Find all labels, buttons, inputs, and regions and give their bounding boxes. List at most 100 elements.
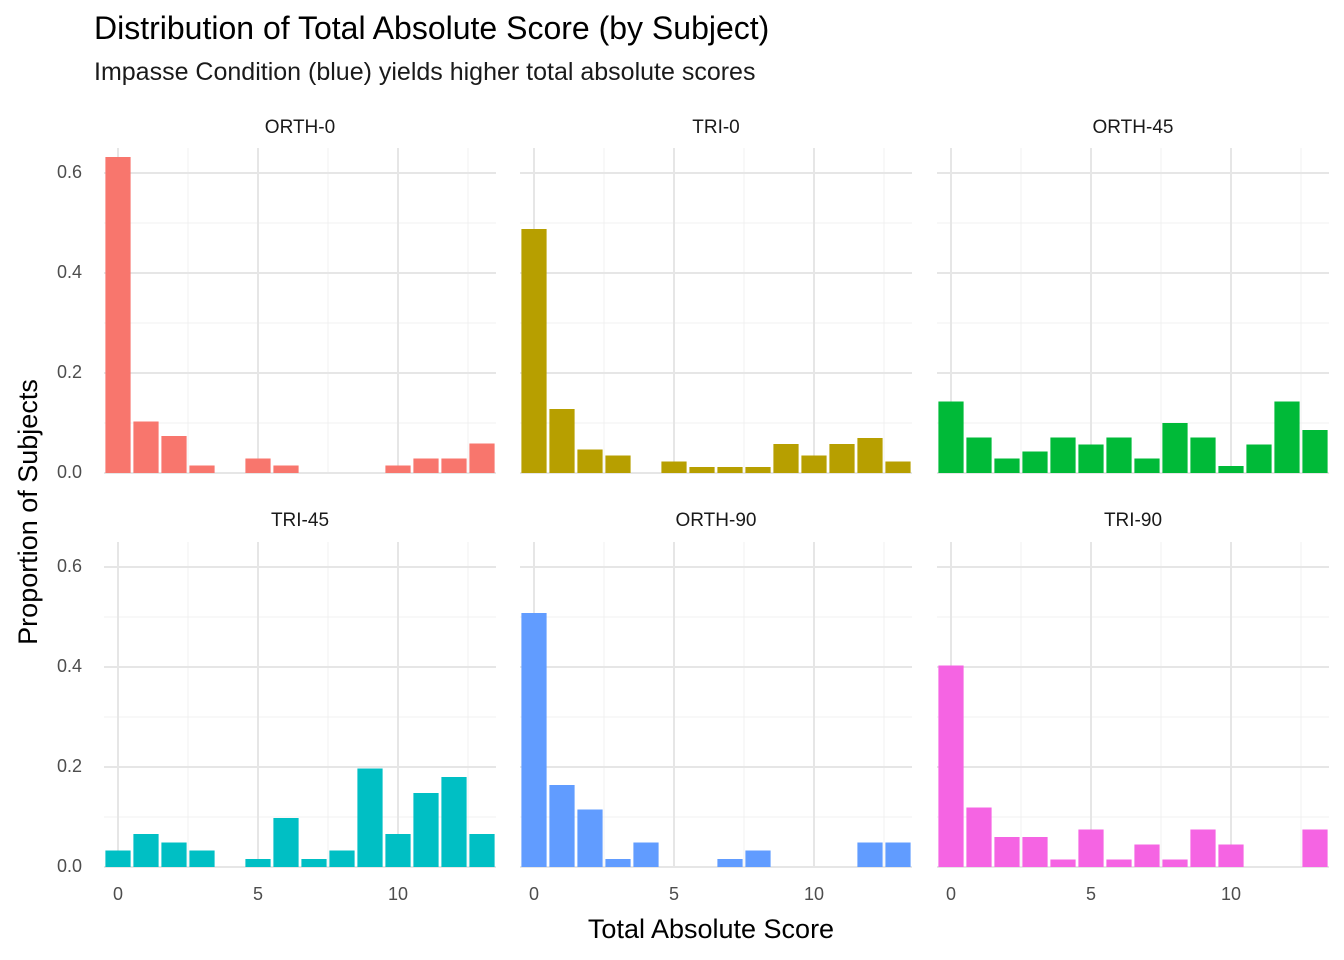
facet-strip-label: TRI-0 — [692, 117, 740, 138]
x-tick-label: 10 — [804, 884, 824, 904]
bar-orth-45-x11 — [1246, 444, 1272, 473]
bar-tri-0-x9 — [773, 444, 799, 473]
bar-orth-90-x1 — [549, 785, 575, 867]
bar-orth-0-x0 — [105, 157, 131, 473]
bar-orth-0-x12 — [441, 458, 467, 473]
bar-tri-45-x6 — [273, 818, 299, 867]
y-tick-label: 0.6 — [57, 162, 82, 182]
bar-tri-0-x3 — [605, 455, 631, 473]
bar-tri-0-x13 — [885, 461, 911, 473]
bar-tri-0-x0 — [521, 229, 547, 473]
bar-orth-0-x11 — [413, 458, 439, 473]
bar-orth-0-x13 — [469, 443, 495, 473]
bar-orth-90-x12 — [857, 842, 883, 867]
y-tick-label: 0.2 — [57, 362, 82, 382]
bar-tri-45-x0 — [105, 850, 131, 867]
y-axis-title: Proportion of Subjects — [13, 379, 43, 645]
bar-tri-90-x2 — [994, 837, 1020, 867]
bar-orth-90-x2 — [577, 809, 603, 867]
bar-orth-45-x2 — [994, 458, 1020, 473]
bar-tri-90-x5 — [1078, 829, 1104, 867]
bar-orth-45-x1 — [966, 437, 992, 473]
x-tick-label: 5 — [1086, 884, 1096, 904]
facet-panel-tri-90: TRI-90 0 5 10 — [937, 510, 1329, 904]
bar-tri-0-x11 — [829, 444, 855, 473]
bar-orth-0-x6 — [273, 465, 299, 473]
x-tick-label: 5 — [253, 884, 263, 904]
facet-panel-orth-0: ORTH-0 0.0 0.2 0.4 0.6 — [57, 117, 496, 482]
facet-strip-label: ORTH-45 — [1093, 117, 1174, 138]
bar-tri-45-x12 — [441, 777, 467, 867]
chart-subtitle: Impasse Condition (blue) yields higher t… — [94, 58, 756, 86]
facet-panel-orth-90: ORTH-90 0 5 10 — [520, 510, 912, 904]
bar-tri-45-x11 — [413, 793, 439, 867]
facet-panel-tri-45: TRI-45 0.0 0.2 0.4 0.6 0 5 10 — [57, 510, 496, 904]
bar-tri-90-x0 — [938, 665, 964, 867]
y-tick-label: 0.4 — [57, 262, 82, 282]
bar-tri-90-x8 — [1162, 859, 1188, 867]
bar-tri-90-x3 — [1022, 837, 1048, 867]
bar-tri-0-x2 — [577, 449, 603, 473]
bar-orth-90-x0 — [521, 613, 547, 867]
y-tick-label: 0.2 — [57, 756, 82, 776]
bar-tri-0-x7 — [717, 467, 743, 473]
facet-panel-tri-0: TRI-0 — [520, 117, 912, 474]
bar-orth-45-x9 — [1190, 437, 1216, 473]
bar-orth-90-x13 — [885, 842, 911, 867]
bar-orth-45-x3 — [1022, 451, 1048, 473]
x-axis-title: Total Absolute Score — [588, 914, 834, 944]
bar-orth-45-x12 — [1274, 401, 1300, 473]
bar-orth-45-x4 — [1050, 437, 1076, 473]
facet-strip-label: TRI-45 — [271, 510, 329, 531]
x-tick-label: 0 — [946, 884, 956, 904]
facet-strip-label: TRI-90 — [1104, 510, 1162, 531]
bar-orth-45-x8 — [1162, 423, 1188, 473]
bar-tri-90-x7 — [1134, 844, 1160, 867]
bar-tri-90-x6 — [1106, 859, 1132, 867]
bar-orth-45-x10 — [1218, 466, 1244, 473]
facet-strip-label: ORTH-0 — [265, 117, 335, 138]
bar-tri-45-x7 — [301, 859, 327, 867]
bar-tri-90-x13 — [1302, 829, 1328, 867]
bar-tri-45-x2 — [161, 842, 187, 867]
bar-orth-90-x4 — [633, 842, 659, 867]
bar-orth-45-x7 — [1134, 458, 1160, 473]
bar-tri-45-x10 — [385, 834, 411, 867]
bar-orth-45-x13 — [1302, 430, 1328, 473]
x-tick-label: 10 — [388, 884, 408, 904]
y-tick-label: 0.6 — [57, 556, 82, 576]
bar-tri-0-x12 — [857, 438, 883, 473]
bar-orth-45-x0 — [938, 401, 964, 473]
y-tick-label: 0.0 — [57, 462, 82, 482]
bar-orth-90-x7 — [717, 859, 743, 867]
y-tick-label: 0.4 — [57, 656, 82, 676]
bar-orth-0-x2 — [161, 436, 187, 473]
bar-tri-45-x9 — [357, 768, 383, 867]
chart-title: Distribution of Total Absolute Score (by… — [94, 10, 770, 46]
x-tick-label: 5 — [669, 884, 679, 904]
bar-tri-90-x4 — [1050, 859, 1076, 867]
bar-tri-0-x5 — [661, 461, 687, 473]
y-tick-label: 0.0 — [57, 856, 82, 876]
bar-orth-0-x3 — [189, 465, 215, 473]
x-tick-label: 0 — [113, 884, 123, 904]
bar-tri-0-x1 — [549, 409, 575, 473]
bar-tri-0-x6 — [689, 467, 715, 473]
facet-panel-orth-45: ORTH-45 — [937, 117, 1329, 474]
facet-strip-label: ORTH-90 — [676, 510, 757, 531]
bar-orth-0-x5 — [245, 458, 271, 473]
bar-orth-0-x10 — [385, 465, 411, 473]
bar-orth-45-x5 — [1078, 444, 1104, 473]
bar-tri-45-x1 — [133, 834, 159, 867]
bar-orth-45-x6 — [1106, 437, 1132, 473]
bar-tri-90-x10 — [1218, 844, 1244, 867]
bar-orth-90-x3 — [605, 859, 631, 867]
bar-tri-90-x1 — [966, 807, 992, 867]
bar-tri-0-x10 — [801, 455, 827, 473]
bar-tri-45-x8 — [329, 850, 355, 867]
bar-tri-45-x5 — [245, 859, 271, 867]
bar-tri-45-x13 — [469, 834, 495, 867]
x-tick-label: 10 — [1221, 884, 1241, 904]
x-tick-label: 0 — [529, 884, 539, 904]
